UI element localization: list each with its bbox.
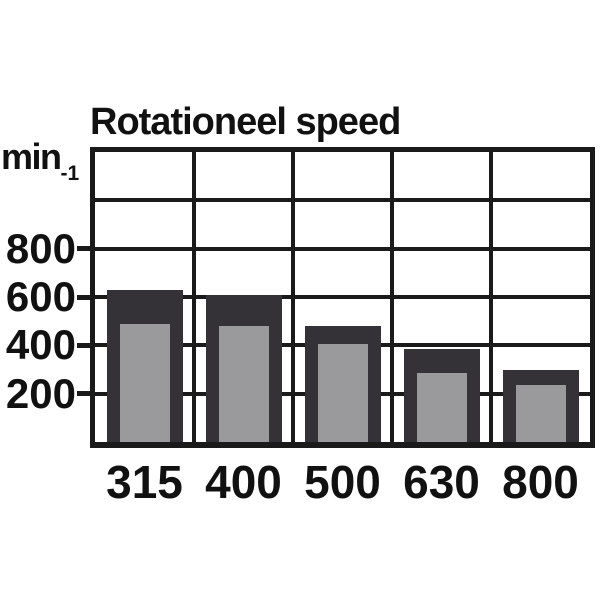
x-axis-tick-label: 500 [304, 456, 381, 508]
x-axis-tick-label: 400 [205, 456, 282, 508]
bar-inner-800 [515, 385, 566, 442]
gridline-vertical [390, 152, 394, 442]
bar-inner-315 [119, 323, 170, 442]
plot-area [90, 147, 595, 448]
gridline-horizontal [95, 246, 590, 251]
y-axis-tick-mark [77, 342, 91, 348]
y-axis-tick-label: 600 [5, 273, 76, 320]
bar-inner-400 [218, 326, 269, 442]
y-axis-tick-label: 800 [5, 224, 76, 272]
gridline-vertical [291, 152, 295, 442]
bar-inner-500 [317, 344, 368, 442]
x-axis-tick-label: 315 [106, 456, 183, 508]
gridline-horizontal [95, 295, 590, 299]
y-axis-tick-label: 200 [5, 369, 76, 417]
gridline-vertical [489, 152, 493, 442]
y-axis-unit-text: min [1, 136, 62, 177]
chart-title: Rotationeel speed [90, 101, 401, 143]
y-axis-tick-label: 400 [5, 321, 76, 369]
y-axis-tick-mark [77, 391, 91, 397]
y-axis-tick-mark [77, 294, 91, 300]
bar-inner-630 [416, 373, 467, 442]
y-axis-unit: min-1 [1, 136, 79, 185]
x-axis-tick-label: 630 [403, 456, 480, 508]
y-axis-tick-mark [77, 246, 91, 252]
gridline-horizontal [95, 198, 590, 203]
x-axis-tick-label: 800 [502, 456, 579, 508]
y-axis-unit-exponent: -1 [60, 162, 80, 185]
gridline-vertical [192, 152, 196, 442]
